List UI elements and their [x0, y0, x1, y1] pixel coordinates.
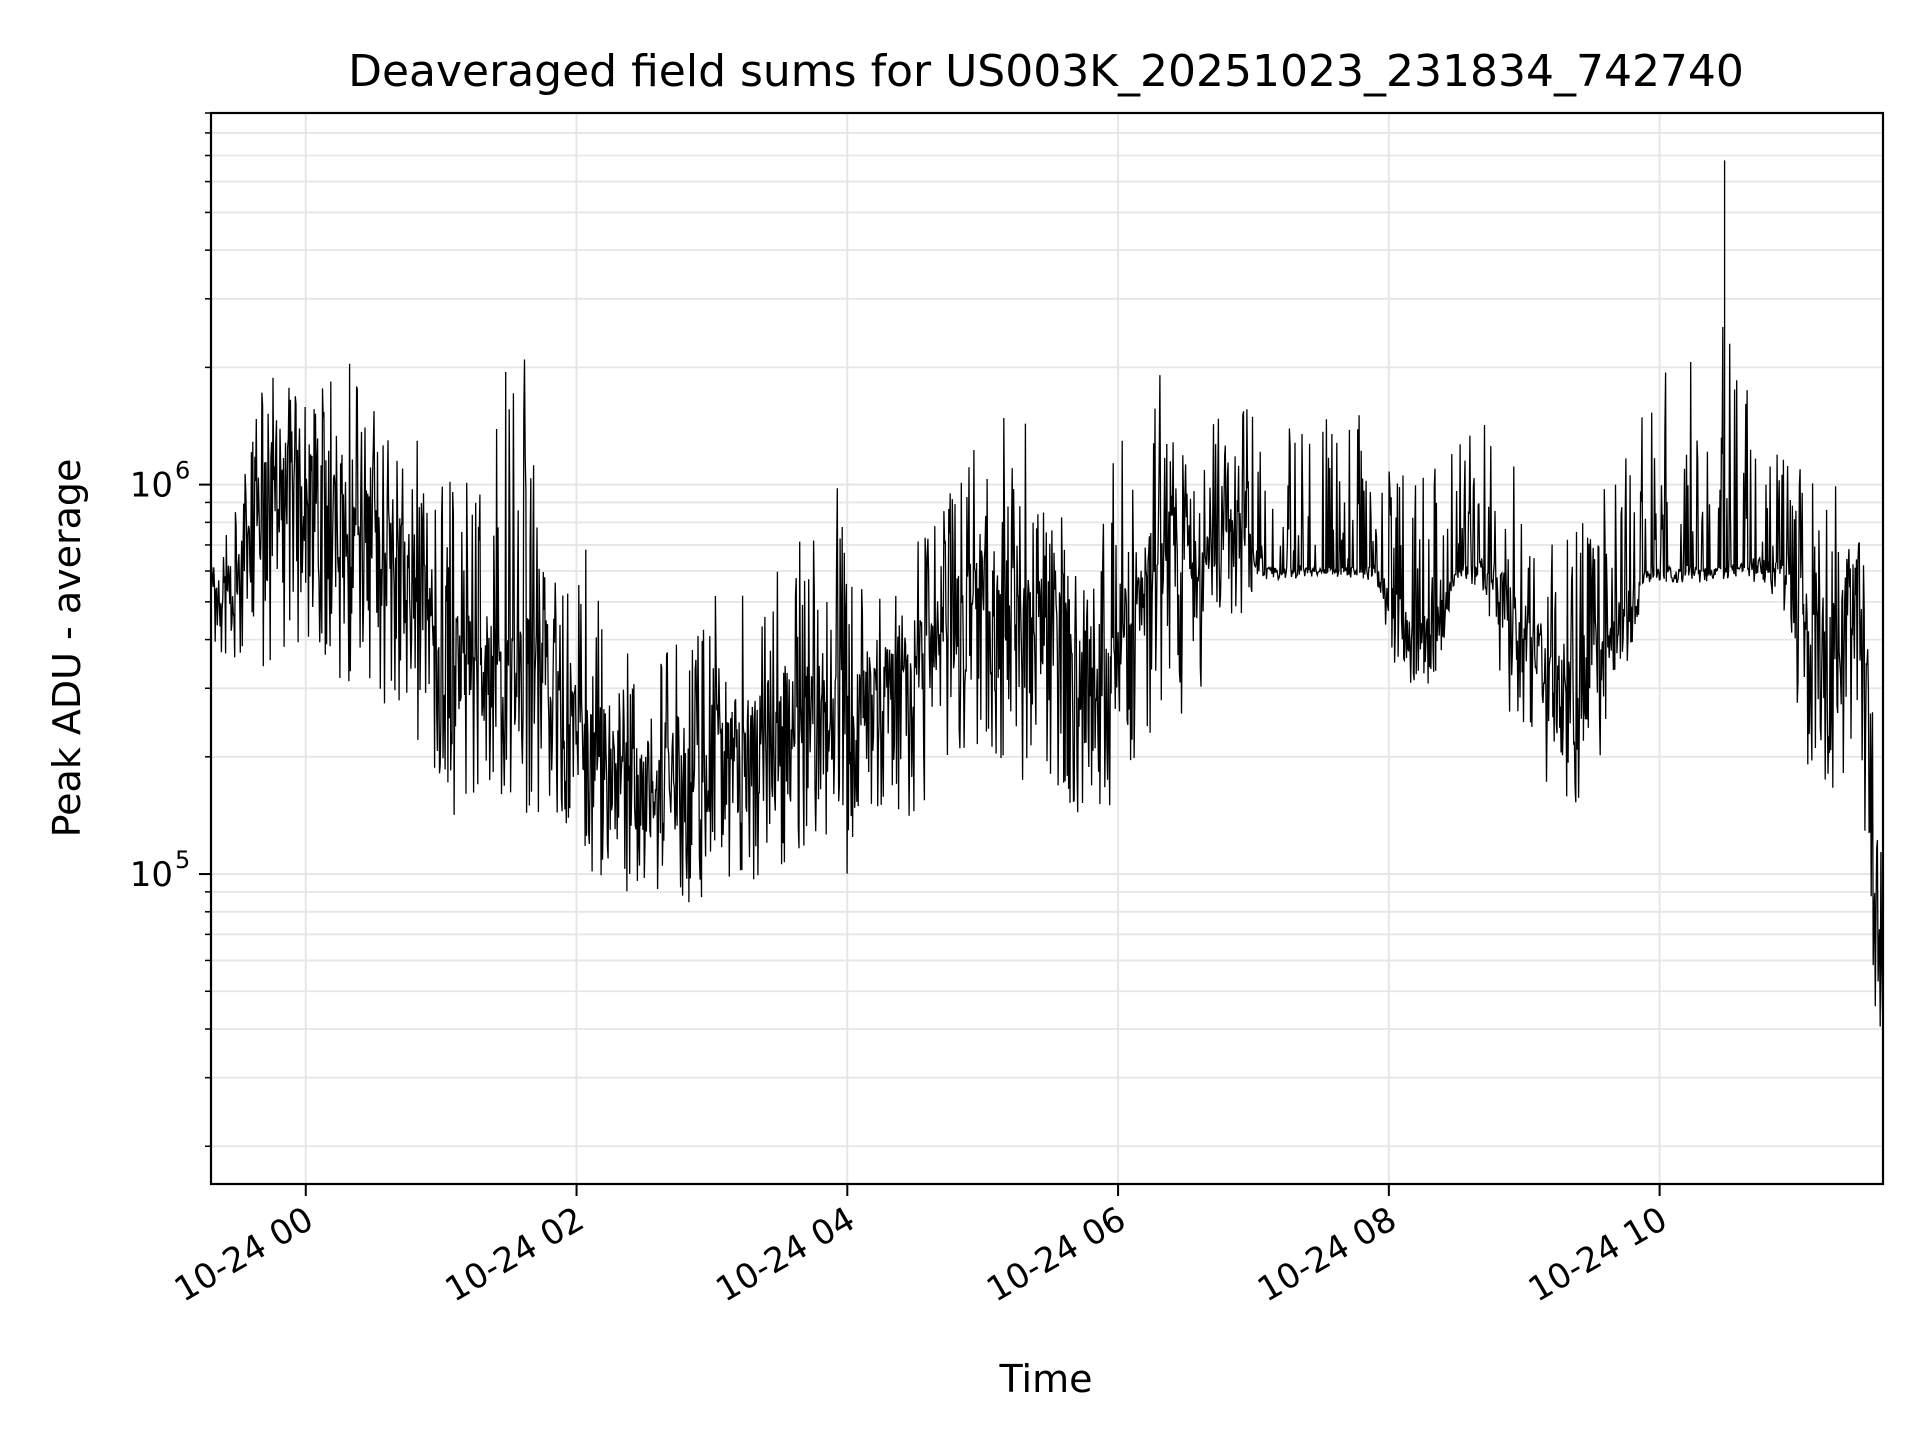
plot-area: [211, 160, 1883, 1027]
chart-title: Deaveraged field sums for US003K_2025102…: [348, 46, 1744, 97]
x-axis-label: Time: [999, 1357, 1093, 1401]
plot-frame: [209, 111, 1885, 1186]
y-tick-label: 10: [130, 466, 173, 506]
x-tick-label: 10-24 08: [1251, 1199, 1403, 1310]
series-line: [211, 160, 1883, 1027]
y-tick-label-exponent: 6: [175, 457, 190, 485]
x-tick-label: 10-24 00: [168, 1199, 320, 1310]
y-axis-label: Peak ADU - average: [45, 459, 89, 838]
y-tick-label: 10: [130, 855, 173, 895]
x-tick-label: 10-24 10: [1522, 1199, 1674, 1310]
x-axis: 10-24 00 10-24 02 10-24 04 10-24 06 10-24 08…: [168, 1184, 1674, 1310]
x-tick-label: 10-24 06: [980, 1199, 1132, 1310]
y-tick-label-exponent: 5: [175, 846, 190, 874]
x-tick-label: 10-24 02: [439, 1199, 591, 1310]
x-tick-label: 10-24 04: [709, 1199, 861, 1310]
